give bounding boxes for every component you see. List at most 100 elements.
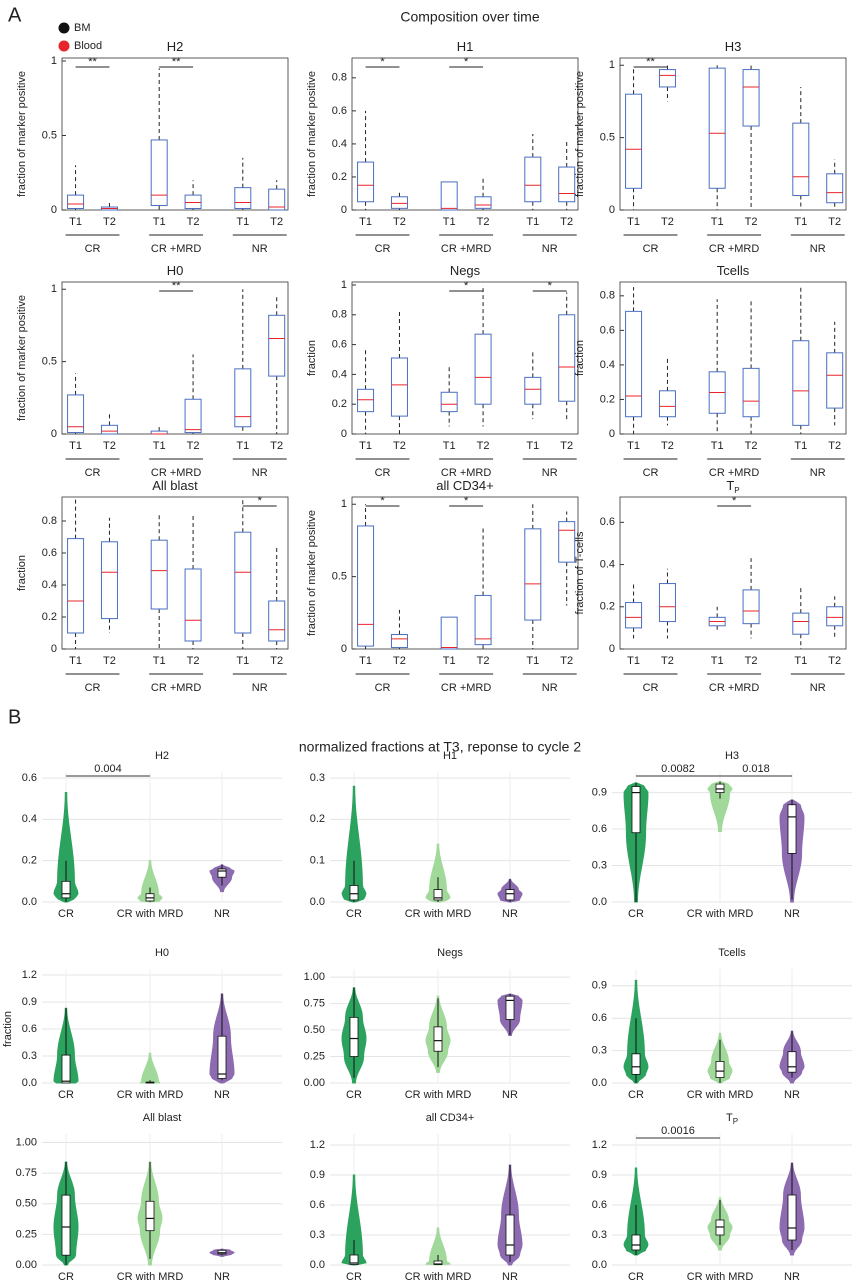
- y-tick-label: 0.25: [304, 1050, 325, 1062]
- group-label: CR +MRD: [151, 467, 201, 479]
- box: [505, 995, 515, 1020]
- y-tick-label: 0.0: [592, 896, 607, 908]
- y-tick-label: 0.00: [304, 1077, 325, 1089]
- box: [631, 1234, 641, 1251]
- y-tick-label: 0: [51, 428, 57, 440]
- group-label: NR: [542, 243, 558, 255]
- box: [625, 602, 643, 629]
- x-tick-label: CR with MRD: [117, 1089, 184, 1101]
- violin: [425, 1227, 451, 1266]
- chart-title: H2: [155, 750, 169, 762]
- title-text: H1: [443, 750, 457, 762]
- x-tick-label: T1: [359, 440, 372, 452]
- y-tick-label: 0.00: [16, 1259, 37, 1271]
- x-tick-label: CR: [58, 908, 74, 920]
- y-axis-label: fraction: [2, 1011, 14, 1047]
- x-tick-label: NR: [502, 1271, 518, 1280]
- y-tick-label: 0.6: [600, 324, 615, 336]
- box: [433, 889, 443, 901]
- y-tick-label: 0.2: [332, 398, 347, 410]
- y-tick-label: 0.3: [310, 1229, 325, 1241]
- section-title: Composition over time: [400, 9, 539, 25]
- y-tick-label: 0.3: [592, 1229, 607, 1241]
- box: [742, 367, 760, 418]
- title-text: all CD34+: [436, 478, 493, 493]
- y-tick-label: 0.3: [592, 859, 607, 871]
- title-subscript: P: [733, 1117, 738, 1126]
- group-label: CR +MRD: [709, 467, 759, 479]
- x-tick-label: T2: [187, 655, 200, 667]
- box: [217, 1035, 227, 1079]
- box: [826, 606, 844, 627]
- chart-title: H0: [167, 263, 184, 278]
- y-tick-label: 0: [341, 643, 347, 655]
- title-subscript: P: [734, 486, 739, 495]
- significance-label: *: [464, 56, 469, 68]
- x-tick-label: T1: [236, 655, 249, 667]
- chart-title: H0: [155, 947, 169, 959]
- y-tick-label: 0.6: [592, 823, 607, 835]
- x-tick-label: T2: [828, 216, 841, 228]
- box: [787, 804, 797, 854]
- x-tick-label: T1: [443, 216, 456, 228]
- x-tick-label: NR: [214, 1271, 230, 1280]
- box: [474, 594, 492, 646]
- box: [61, 880, 71, 899]
- x-tick-label: T1: [69, 655, 82, 667]
- box: [357, 161, 375, 203]
- box: [505, 1214, 515, 1256]
- significance-label: *: [380, 56, 385, 68]
- y-tick-label: 1: [341, 498, 347, 510]
- x-tick-label: T2: [187, 440, 200, 452]
- y-tick-label: 1.2: [592, 1139, 607, 1151]
- box: [787, 1194, 797, 1241]
- comparison-label: 0.0016: [661, 1125, 695, 1137]
- y-axis-label: fraction of marker positive: [16, 295, 28, 421]
- y-axis-label: fraction of T-cells: [574, 531, 586, 614]
- chart-title: Tcells: [718, 947, 746, 959]
- y-tick-label: 1: [341, 279, 347, 291]
- y-tick-label: 0: [341, 204, 347, 216]
- violin: [137, 860, 163, 903]
- x-tick-label: CR with MRD: [687, 908, 754, 920]
- x-tick-label: T2: [560, 655, 573, 667]
- significance-label: *: [732, 495, 737, 507]
- x-tick-label: NR: [214, 1089, 230, 1101]
- chart-title: all CD34+: [426, 1112, 475, 1124]
- axes-frame: [61, 496, 289, 650]
- box: [390, 196, 408, 209]
- box: [184, 194, 202, 210]
- title-text: All blast: [152, 478, 198, 493]
- box: [524, 156, 542, 203]
- box: [390, 634, 408, 649]
- x-tick-label: T2: [103, 216, 116, 228]
- significance-label: *: [380, 495, 385, 507]
- x-tick-label: T2: [270, 216, 283, 228]
- y-tick-label: 0.3: [592, 1045, 607, 1057]
- y-tick-label: 0.6: [600, 516, 615, 528]
- group-label: CR: [643, 682, 659, 694]
- chart-title: Negs: [437, 947, 463, 959]
- box: [349, 1254, 359, 1265]
- box: [234, 531, 252, 634]
- section-title: normalized fractions at T3, reponse to c…: [299, 739, 581, 755]
- y-tick-label: 0.9: [592, 786, 607, 798]
- y-tick-label: 0.6: [592, 1012, 607, 1024]
- x-tick-label: T1: [794, 655, 807, 667]
- y-tick-label: 0.0: [22, 896, 37, 908]
- x-tick-label: T2: [661, 216, 674, 228]
- box: [67, 394, 85, 434]
- legend-label: BM: [74, 22, 91, 34]
- x-tick-label: T1: [69, 440, 82, 452]
- box: [390, 357, 408, 417]
- y-tick-label: 0.3: [22, 1050, 37, 1062]
- group-label: CR: [375, 243, 391, 255]
- significance-label: **: [646, 56, 655, 68]
- axes-frame: [351, 57, 579, 211]
- y-tick-label: 0.4: [22, 813, 37, 825]
- x-tick-label: CR: [628, 1271, 644, 1280]
- chart-title: all CD34+: [436, 478, 493, 493]
- y-tick-label: 0.0: [310, 896, 325, 908]
- y-tick-label: 0.5: [42, 356, 57, 368]
- chart-title: H3: [725, 39, 742, 54]
